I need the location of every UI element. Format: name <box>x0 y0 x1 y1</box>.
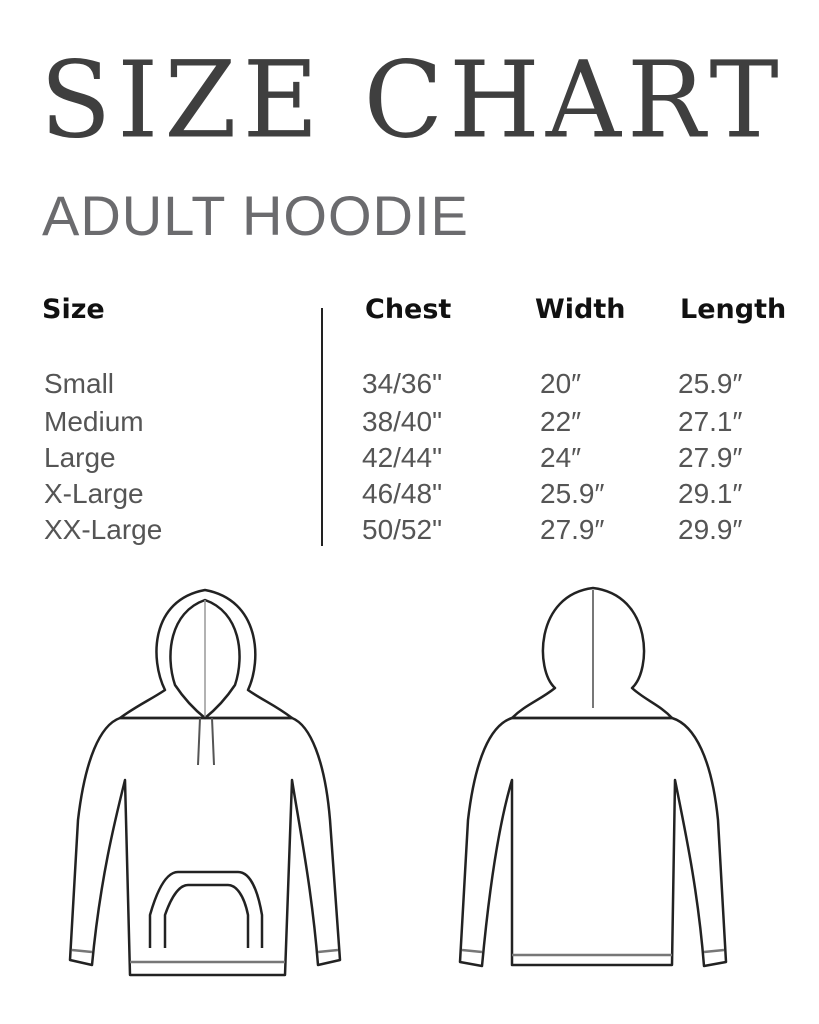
cell-chest: 34/36" <box>362 368 443 399</box>
header-length: Length <box>680 294 787 325</box>
cell-size: Large <box>44 442 116 473</box>
header-width: Width <box>535 294 626 325</box>
cell-chest: 42/44" <box>362 442 443 473</box>
page-title: SIZE CHART <box>40 37 785 163</box>
cell-length: 25.9″ <box>678 368 743 399</box>
cell-chest: 38/40" <box>362 406 443 437</box>
column-divider <box>321 308 323 546</box>
cell-width: 24″ <box>540 442 582 473</box>
header-size: Size <box>42 294 105 325</box>
header-chest: Chest <box>365 294 452 325</box>
cell-size: X-Large <box>44 478 144 509</box>
cell-width: 27.9″ <box>540 514 605 545</box>
cell-width: 25.9″ <box>540 478 605 509</box>
cell-length: 27.9″ <box>678 442 743 473</box>
cell-width: 20″ <box>540 368 582 399</box>
cell-size: Small <box>44 368 115 399</box>
cell-chest: 46/48" <box>362 478 443 509</box>
cell-size: Medium <box>44 406 144 437</box>
hoodie-front-illustration <box>68 588 342 977</box>
hoodie-back-illustration <box>458 586 728 968</box>
cell-width: 22″ <box>540 406 582 437</box>
cell-chest: 50/52" <box>362 514 443 545</box>
cell-length: 27.1″ <box>678 406 743 437</box>
cell-length: 29.9″ <box>678 514 743 545</box>
cell-size: XX-Large <box>44 514 163 545</box>
page-subtitle: ADULT HOODIE <box>42 184 469 247</box>
cell-length: 29.1″ <box>678 478 743 509</box>
